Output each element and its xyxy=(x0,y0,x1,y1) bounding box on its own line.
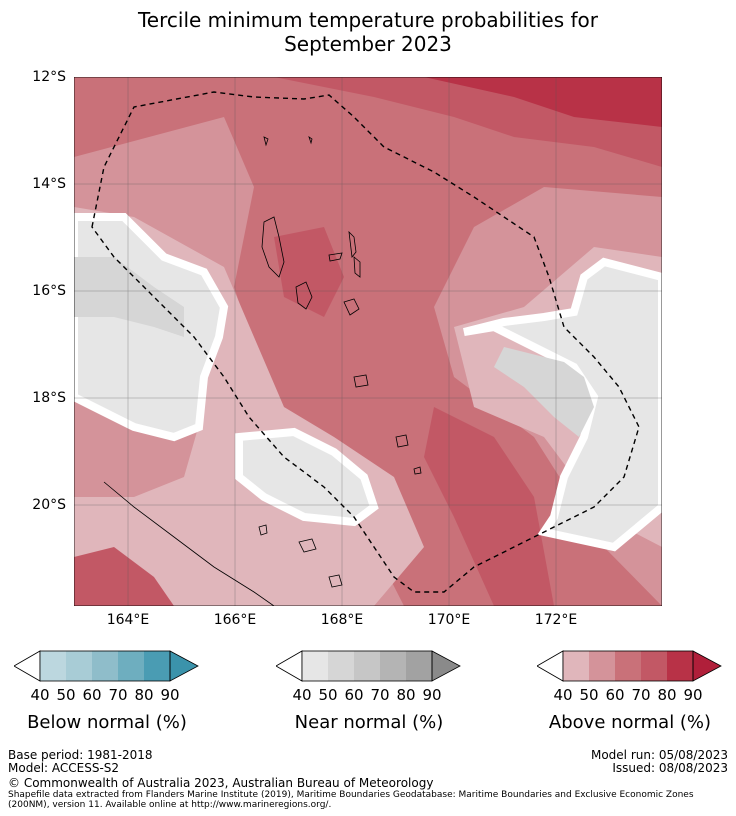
island-erromango xyxy=(353,374,369,388)
model-run: Model run: 05/08/2023 xyxy=(590,748,728,762)
shapefile-credit-line-2: (200NM), version 11. Available online at… xyxy=(8,800,332,810)
colorbar-graphic xyxy=(537,650,722,682)
colorbar-tick: 80 xyxy=(657,686,677,704)
above-70-zone-islands xyxy=(274,227,344,317)
above-70-zone-central xyxy=(424,407,554,606)
colorbar-tick: 50 xyxy=(318,686,338,704)
island-ambae xyxy=(328,252,343,262)
colorbar-title: Above normal (%) xyxy=(548,712,712,733)
colorbar-tick: 70 xyxy=(631,686,651,704)
colorbar-title: Below normal (%) xyxy=(27,712,187,733)
above-70-zone-southwest xyxy=(74,547,174,606)
near-normal-zone-east xyxy=(463,257,662,552)
colorbar-title: Near normal (%) xyxy=(294,712,444,733)
coastlines xyxy=(103,136,422,606)
colorbar-tick: 70 xyxy=(108,686,128,704)
title-line-2: September 2023 xyxy=(284,32,452,56)
colorbar-tick: 90 xyxy=(160,686,180,704)
colorbar-tick: 90 xyxy=(683,686,703,704)
island-aneityum xyxy=(413,466,422,475)
island-mare xyxy=(328,574,343,588)
lon-label: 172°E xyxy=(534,612,578,628)
model-name: Model: ACCESS-S2 xyxy=(8,761,120,775)
shapefile-credit-line-1: Shapefile data extracted from Flanders M… xyxy=(8,790,694,800)
colorbar-tick: 80 xyxy=(396,686,416,704)
colorbar-tick: 60 xyxy=(605,686,625,704)
colorbar-tick: 50 xyxy=(56,686,76,704)
eez-boundary xyxy=(91,91,640,593)
above-80-zone-north xyxy=(424,77,662,127)
near-normal-zone-west-inner xyxy=(74,257,184,337)
colorbar-tick: 40 xyxy=(30,686,50,704)
colorbar-tick: 50 xyxy=(579,686,599,704)
gridlines xyxy=(74,77,662,606)
lon-label: 170°E xyxy=(427,612,471,628)
colorbar-tick: 60 xyxy=(82,686,102,704)
colorbar-tick: 90 xyxy=(422,686,442,704)
island-pentecost xyxy=(353,256,361,278)
island-espiritu-santo xyxy=(261,216,285,278)
colorbar-below-normal: 40 50 60 70 80 90 Below normal (%) xyxy=(14,650,200,733)
island-efate xyxy=(343,298,360,316)
colorbar-tick: 80 xyxy=(134,686,154,704)
island-lifou xyxy=(298,538,317,553)
lon-label: 168°E xyxy=(320,612,364,628)
colorbar-graphic xyxy=(276,650,461,682)
base-period: Base period: 1981-2018 xyxy=(8,748,153,762)
island-banks xyxy=(308,136,313,145)
colorbar-tick: 40 xyxy=(553,686,573,704)
colorbar-tick: 40 xyxy=(292,686,312,704)
lat-label: 20°S xyxy=(32,497,66,513)
island-maewo xyxy=(348,230,357,258)
map-canvas xyxy=(73,76,663,607)
island-tanna xyxy=(395,434,409,448)
issued-date: Issued: 08/08/2023 xyxy=(612,761,728,775)
lon-label: 166°E xyxy=(213,612,257,628)
colorbar-near-normal: 40 50 60 70 80 90 Near normal (%) xyxy=(276,650,462,733)
island-new-caledonia xyxy=(103,481,275,606)
colorbar-tick: 60 xyxy=(344,686,364,704)
lat-label: 16°S xyxy=(32,283,66,299)
title-line-1: Tercile minimum temperature probabilitie… xyxy=(137,8,599,32)
island-malekula xyxy=(295,281,313,310)
colorbar-tick: 70 xyxy=(370,686,390,704)
lat-label: 18°S xyxy=(32,390,66,406)
copyright: © Commonwealth of Australia 2023, Austra… xyxy=(8,776,434,790)
lat-label: 14°S xyxy=(32,176,66,192)
island-ouvea xyxy=(258,524,268,536)
probability-map xyxy=(73,76,663,607)
shapefile-credit: Shapefile data extracted from Flanders M… xyxy=(8,790,728,810)
map-title: Tercile minimum temperature probabilitie… xyxy=(0,8,736,56)
colorbar-graphic xyxy=(14,650,199,682)
near-normal-zone-central xyxy=(235,427,379,527)
island-torres xyxy=(263,136,269,147)
colorbar-above-normal: 40 50 60 70 80 90 Above normal (%) xyxy=(537,650,723,733)
lat-label: 12°S xyxy=(32,69,66,85)
near-normal-zone-east-inner xyxy=(494,347,594,437)
lon-label: 164°E xyxy=(106,612,150,628)
